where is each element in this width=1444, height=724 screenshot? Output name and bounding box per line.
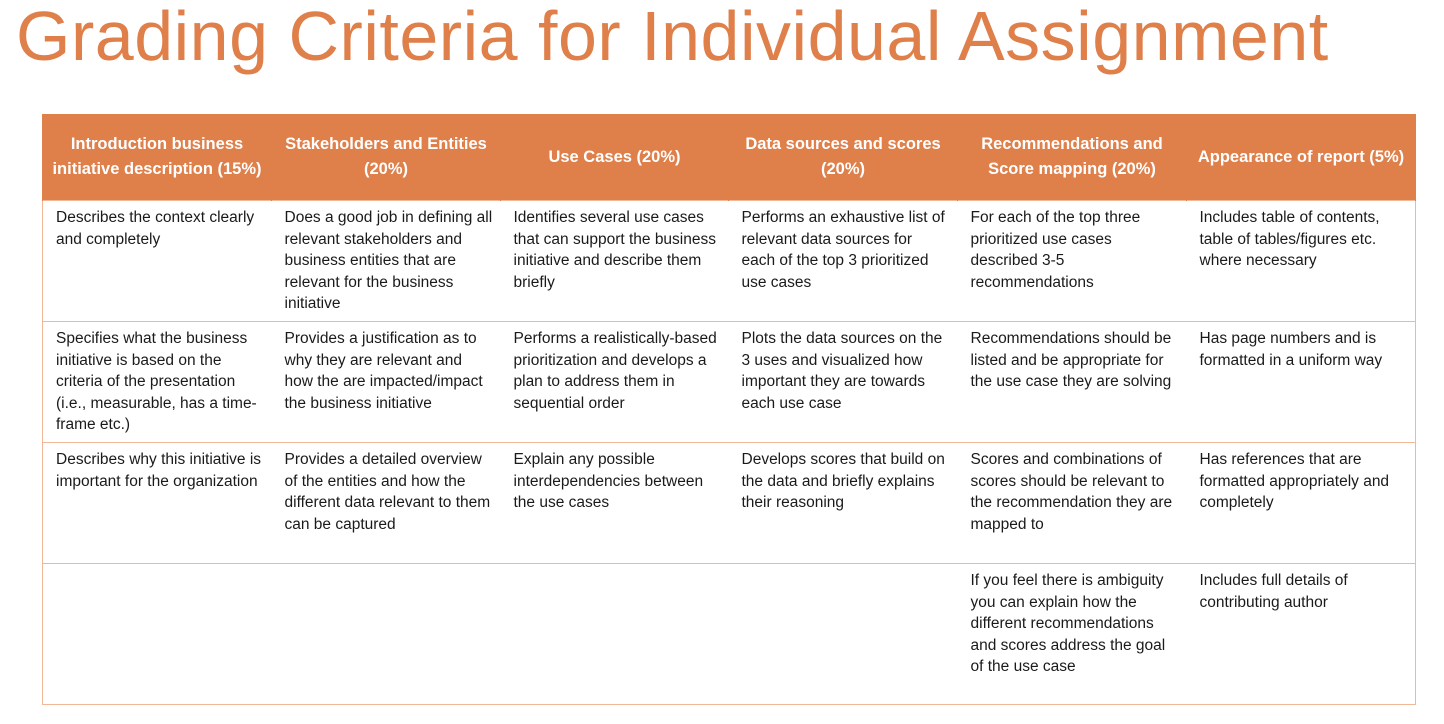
table-cell: Explain any possible interdependencies b… — [500, 442, 729, 564]
table-cell: Scores and combinations of scores should… — [957, 442, 1187, 564]
table-header-row: Introduction business initiative descrip… — [42, 114, 1416, 201]
table-cell: Plots the data sources on the 3 uses and… — [728, 321, 958, 443]
table-cell — [500, 563, 729, 705]
column-header-use-cases: Use Cases (20%) — [500, 114, 729, 201]
table-cell — [42, 563, 272, 705]
table-row: Describes why this initiative is importa… — [42, 442, 1416, 564]
table-cell — [728, 563, 958, 705]
grading-criteria-table: Introduction business initiative descrip… — [42, 114, 1416, 705]
column-header-recommendations: Recommendations and Score mapping (20%) — [957, 114, 1187, 201]
table-cell: Has page numbers and is formatted in a u… — [1186, 321, 1416, 443]
table-cell: Includes full details of contributing au… — [1186, 563, 1416, 705]
table-cell: Specifies what the business initiative i… — [42, 321, 272, 443]
table-cell: For each of the top three prioritized us… — [957, 200, 1187, 322]
table-cell: Includes table of contents, table of tab… — [1186, 200, 1416, 322]
column-header-appearance: Appearance of report (5%) — [1186, 114, 1416, 201]
table-cell: Recommendations should be listed and be … — [957, 321, 1187, 443]
table-row: Specifies what the business initiative i… — [42, 321, 1416, 443]
table-cell: Identifies several use cases that can su… — [500, 200, 729, 322]
table-cell: Provides a justification as to why they … — [271, 321, 501, 443]
table-cell: If you feel there is ambiguity you can e… — [957, 563, 1187, 705]
table-cell: Describes the context clearly and comple… — [42, 200, 272, 322]
table-cell: Develops scores that build on the data a… — [728, 442, 958, 564]
table-cell: Performs a realistically-based prioritiz… — [500, 321, 729, 443]
table-row: Describes the context clearly and comple… — [42, 200, 1416, 322]
table-cell — [271, 563, 501, 705]
table-cell: Has references that are formatted approp… — [1186, 442, 1416, 564]
table-cell: Provides a detailed overview of the enti… — [271, 442, 501, 564]
table-cell: Does a good job in defining all relevant… — [271, 200, 501, 322]
column-header-introduction: Introduction business initiative descrip… — [42, 114, 272, 201]
column-header-stakeholders: Stakeholders and Entities (20%) — [271, 114, 501, 201]
page-title: Grading Criteria for Individual Assignme… — [16, 0, 1329, 75]
column-header-data-sources: Data sources and scores (20%) — [728, 114, 958, 201]
table-cell: Describes why this initiative is importa… — [42, 442, 272, 564]
table-cell: Performs an exhaustive list of relevant … — [728, 200, 958, 322]
table-row: If you feel there is ambiguity you can e… — [42, 563, 1416, 705]
